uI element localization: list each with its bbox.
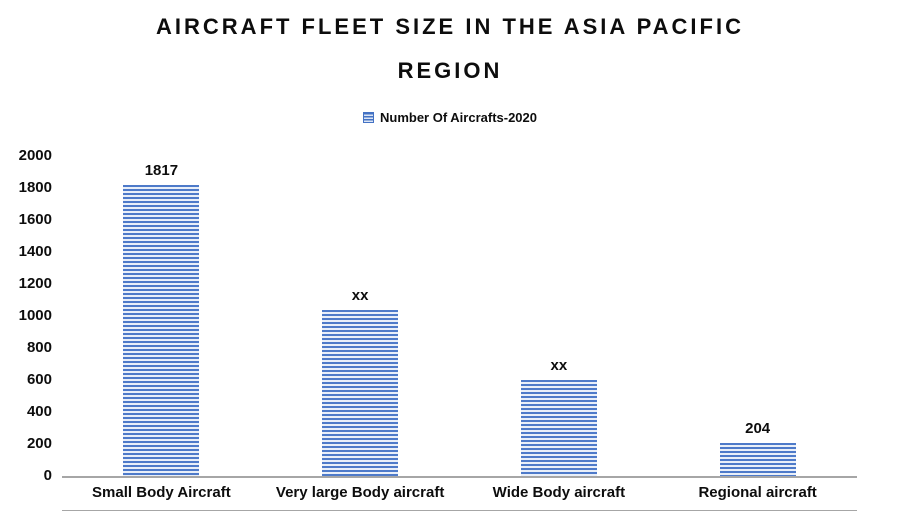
chart-title-line1: AIRCRAFT FLEET SIZE IN THE ASIA PACIFIC <box>156 14 744 39</box>
y-axis: 0 200 400 600 800 1000 1200 1400 1600 1800 2000 <box>0 147 52 484</box>
bar <box>322 309 399 476</box>
bar-value-label: xx <box>550 357 568 374</box>
y-tick-label: 1600 <box>18 211 52 228</box>
x-category-label: Very large Body aircraft <box>275 484 445 501</box>
y-tick-label: 400 <box>26 403 52 420</box>
y-tick-label: 0 <box>43 467 52 484</box>
chart-title-line2: REGION <box>397 58 503 83</box>
y-tick-label: 200 <box>26 435 52 452</box>
bar-slot: 204 <box>658 156 857 476</box>
y-tick-label: 1000 <box>18 307 52 324</box>
y-tick-label: 1200 <box>18 275 52 292</box>
x-category-label: Small Body Aircraft <box>92 484 231 501</box>
plot-area: 1817 xx xx 204 <box>62 156 857 478</box>
y-tick-label: 600 <box>26 371 52 388</box>
bar-slot: xx <box>460 156 659 476</box>
legend-label: Number Of Aircrafts-2020 <box>379 110 537 125</box>
x-category-label: Wide Body aircraft <box>492 484 626 501</box>
bar-slot: xx <box>261 156 460 476</box>
bar <box>520 380 597 476</box>
bar-slot: 1817 <box>62 156 261 476</box>
x-category-label: Regional aircraft <box>698 484 817 501</box>
y-tick-label: 800 <box>26 339 52 356</box>
bar-value-label: 1817 <box>144 162 179 180</box>
bar <box>719 443 796 476</box>
y-tick-label: 1800 <box>18 179 52 196</box>
y-tick-label: 1400 <box>18 243 52 260</box>
x-axis: Small Body Aircraft Very large Body aircr… <box>62 484 857 501</box>
y-tick-label: 2000 <box>18 147 52 164</box>
chart-legend: Number Of Aircrafts-2020 <box>0 110 900 125</box>
bottom-border-line <box>62 510 857 511</box>
bar-value-label: 204 <box>745 420 771 438</box>
bar <box>123 185 200 476</box>
bar-value-label: xx <box>351 286 369 304</box>
legend-swatch-icon <box>362 112 374 123</box>
